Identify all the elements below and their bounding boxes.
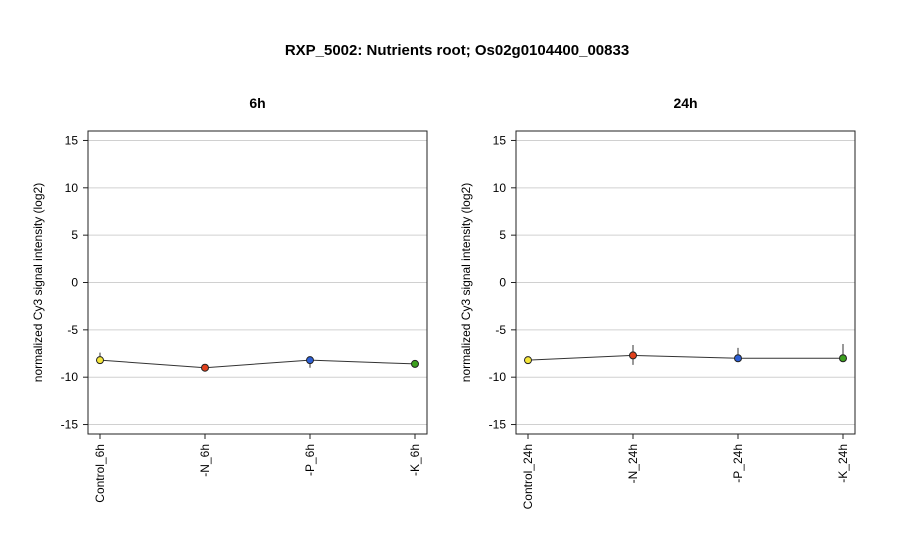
series-line [527,354,843,361]
y-tick-label: 0 [499,276,506,290]
data-point [629,351,637,360]
y-tick-label: -5 [67,323,78,337]
series-line [99,359,416,369]
x-tick-label: -P_6h [303,444,317,476]
x-tick-label: -K_6h [408,444,422,476]
y-tick-label: -15 [61,418,79,432]
chart-title: RXP_5002: Nutrients root; Os02g0104400_0… [285,42,629,59]
panel-title: 6h [249,95,265,111]
panel-title: 24h [673,95,697,111]
y-tick-label: 10 [493,181,507,195]
x-tick-label: -P_24h [731,444,745,483]
y-tick-label: -5 [495,323,506,337]
chart-panel-6h: 6h -15 -10 -5 0 5 10 15 normalized Cy3 signal in… [31,95,428,503]
y-tick-label: 15 [65,133,79,147]
data-point [839,354,847,363]
data-point [306,356,314,365]
y-tick-label: -10 [61,370,79,384]
data-point [411,359,419,368]
x-tick-label: Control_24h [521,444,535,509]
data-point [524,356,532,365]
data-point [734,354,742,363]
y-tick-label: 15 [493,133,507,147]
x-tick-label: -N_24h [626,444,640,483]
chart-panel-24h: 24h -15 -10 -5 0 5 10 15 normalized Cy3 signal i… [459,95,856,509]
y-tick-label: 5 [499,228,506,242]
data-point [96,356,104,365]
y-tick-label: 10 [65,181,79,195]
x-tick-label: -K_24h [836,444,850,483]
y-axis-label: normalized Cy3 signal intensity (log2) [459,183,473,382]
y-tick-label: -10 [489,370,507,384]
data-point [201,363,209,372]
x-tick-label: Control_6h [93,444,107,503]
y-tick-label: 5 [71,228,78,242]
y-axis-label: normalized Cy3 signal intensity (log2) [31,183,45,382]
y-tick-label: 0 [71,276,78,290]
y-tick-label: -15 [489,418,507,432]
x-tick-label: -N_6h [198,444,212,477]
